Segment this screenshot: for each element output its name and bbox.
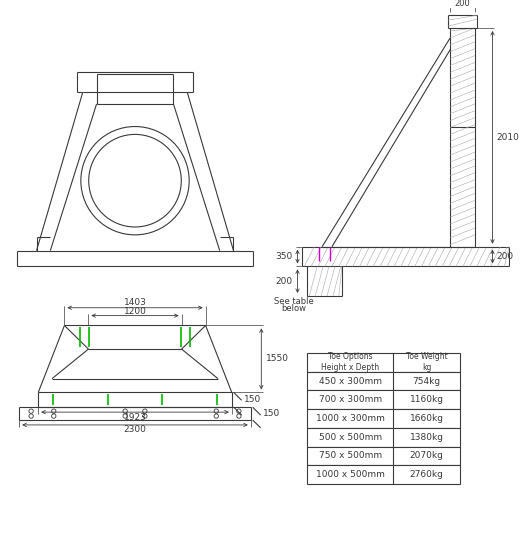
Text: 150: 150 — [262, 409, 280, 418]
Text: 1000 x 300mm: 1000 x 300mm — [316, 414, 385, 423]
Text: 1923: 1923 — [123, 412, 146, 421]
Text: 1660kg: 1660kg — [410, 414, 444, 423]
Text: 500 x 500mm: 500 x 500mm — [319, 433, 382, 442]
Text: 750 x 500mm: 750 x 500mm — [319, 452, 382, 460]
Text: 1550: 1550 — [266, 354, 289, 364]
Text: 200: 200 — [276, 277, 292, 285]
Text: 350: 350 — [275, 252, 292, 261]
Text: 450 x 300mm: 450 x 300mm — [319, 377, 382, 386]
Text: 200: 200 — [497, 252, 513, 261]
Text: Toe Options
Height x Depth: Toe Options Height x Depth — [321, 353, 379, 372]
Text: 2010: 2010 — [497, 133, 519, 142]
Bar — [307, 465, 460, 484]
Bar — [307, 409, 460, 428]
Bar — [307, 428, 460, 447]
Text: 1000 x 500mm: 1000 x 500mm — [316, 470, 385, 479]
Text: 2300: 2300 — [123, 425, 146, 435]
Text: 1403: 1403 — [123, 298, 146, 307]
Text: 150: 150 — [244, 395, 261, 404]
Text: 1160kg: 1160kg — [410, 395, 444, 404]
Text: 700 x 300mm: 700 x 300mm — [319, 395, 382, 404]
Text: Toe Weight
kg: Toe Weight kg — [406, 353, 447, 372]
Text: 200: 200 — [455, 0, 470, 8]
Text: 2760kg: 2760kg — [410, 470, 444, 479]
Text: 1380kg: 1380kg — [410, 433, 444, 442]
Text: 1200: 1200 — [123, 307, 146, 316]
Bar — [307, 390, 460, 409]
Bar — [307, 353, 460, 372]
Text: 2070kg: 2070kg — [410, 452, 444, 460]
Text: below: below — [281, 304, 306, 313]
Text: 754kg: 754kg — [413, 377, 440, 386]
Bar — [307, 447, 460, 465]
Text: See table: See table — [274, 298, 313, 306]
Bar — [307, 372, 460, 390]
